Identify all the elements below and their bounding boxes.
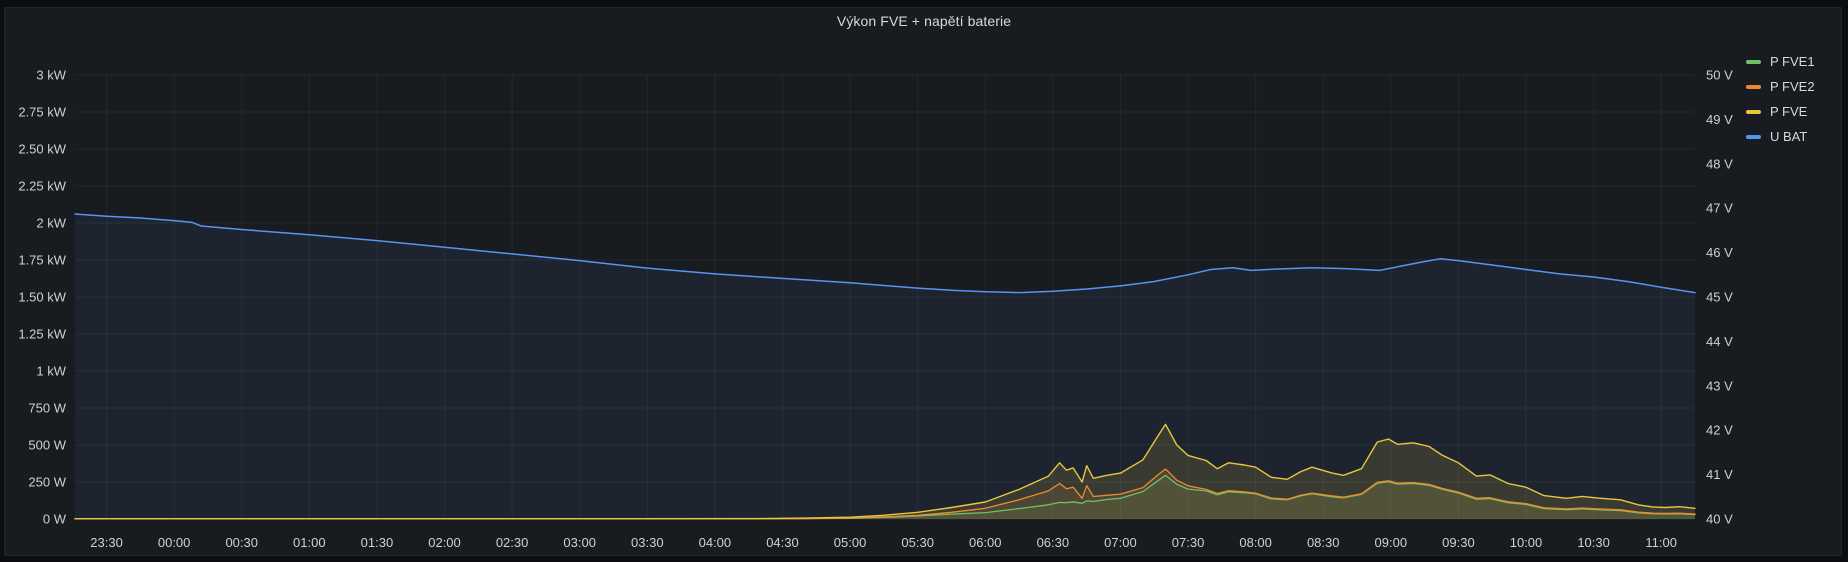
right-axis-tick-label: 50 V: [1706, 68, 1733, 83]
right-axis-tick-label: 42 V: [1706, 423, 1733, 438]
left-axis-tick-label: 1.50 kW: [18, 290, 66, 305]
legend-label: P FVE: [1770, 104, 1808, 119]
legend-swatch-icon: [1746, 134, 1761, 139]
x-axis-tick-label: 02:00: [428, 535, 461, 550]
legend-item-p-fve[interactable]: P FVE: [1746, 99, 1815, 124]
series-line-u-bat: [74, 213, 1696, 294]
left-axis-tick-label: 0 W: [43, 512, 67, 527]
legend-swatch-icon: [1746, 59, 1761, 64]
x-axis-tick-label: 08:00: [1239, 535, 1272, 550]
x-axis-tick-label: 06:00: [969, 535, 1002, 550]
legend-label: P FVE1: [1770, 54, 1815, 69]
left-axis-tick-label: 2.25 kW: [18, 179, 66, 194]
x-axis-tick-label: 09:00: [1375, 535, 1408, 550]
series-line-p-fve2: [74, 468, 1696, 520]
x-axis-tick-label: 07:30: [1172, 535, 1205, 550]
x-axis-tick-label: 03:00: [563, 535, 596, 550]
legend-label: U BAT: [1770, 129, 1808, 144]
x-axis-tick-label: 01:30: [361, 535, 394, 550]
right-axis-tick-label: 45 V: [1706, 290, 1733, 305]
x-axis-tick-label: 05:00: [834, 535, 867, 550]
x-axis-tick-label: 03:30: [631, 535, 664, 550]
x-axis-tick-label: 00:30: [225, 535, 258, 550]
x-axis-tick-label: 00:00: [158, 535, 191, 550]
x-axis-tick-label: 09:30: [1442, 535, 1475, 550]
series-fill-p-fve1: [75, 475, 1695, 519]
x-axis-tick-label: 06:30: [1037, 535, 1070, 550]
left-axis-tick-label: 750 W: [28, 401, 66, 416]
panel: [4, 7, 1842, 556]
x-axis-tick-label: 23:30: [90, 535, 123, 550]
series-line-p-fve1: [74, 474, 1696, 520]
x-axis-tick-label: 04:00: [699, 535, 732, 550]
x-axis-tick-label: 11:00: [1645, 535, 1677, 550]
left-axis-tick-label: 1.25 kW: [18, 327, 66, 342]
legend-swatch-icon: [1746, 109, 1761, 114]
right-axis-tick-label: 44 V: [1706, 334, 1733, 349]
x-axis-tick-label: 01:00: [293, 535, 326, 550]
left-axis-tick-label: 1 kW: [36, 364, 66, 379]
right-axis-tick-label: 49 V: [1706, 112, 1733, 127]
x-axis-tick-label: 05:30: [901, 535, 934, 550]
right-axis-tick-label: 46 V: [1706, 245, 1733, 260]
series-line-p-fve: [74, 423, 1696, 520]
x-axis-tick-label: 07:00: [1104, 535, 1137, 550]
left-axis-tick-label: 2.75 kW: [18, 105, 66, 120]
left-axis-tick-label: 250 W: [28, 475, 66, 490]
panel-title[interactable]: Výkon FVE + napětí baterie: [836, 13, 1012, 29]
series-fill-p-fve2: [75, 469, 1695, 519]
series-fill-p-fve: [75, 424, 1695, 519]
left-axis-tick-label: 2 kW: [36, 216, 66, 231]
legend-item-p-fve1[interactable]: P FVE1: [1746, 49, 1815, 74]
left-axis-tick-label: 2.50 kW: [18, 142, 66, 157]
right-axis-tick-label: 40 V: [1706, 512, 1733, 527]
legend-swatch-icon: [1746, 84, 1761, 89]
legend-item-p-fve2[interactable]: P FVE2: [1746, 74, 1815, 99]
x-axis-tick-label: 04:30: [766, 535, 799, 550]
right-axis-tick-label: 48 V: [1706, 156, 1733, 171]
right-axis-tick-label: 41 V: [1706, 467, 1733, 482]
x-axis-tick-label: 02:30: [496, 535, 529, 550]
legend: P FVE1 P FVE2 P FVE U BAT: [1746, 49, 1815, 149]
right-axis-tick-label: 47 V: [1706, 201, 1733, 216]
right-axis-tick-label: 43 V: [1706, 378, 1733, 393]
left-axis-tick-label: 1.75 kW: [18, 253, 66, 268]
x-axis-tick-label: 10:30: [1577, 535, 1610, 550]
legend-label: P FVE2: [1770, 79, 1815, 94]
x-axis-tick-label: 08:30: [1307, 535, 1340, 550]
legend-item-u-bat[interactable]: U BAT: [1746, 124, 1815, 149]
left-axis-tick-label: 500 W: [28, 438, 66, 453]
x-axis-tick-label: 10:00: [1510, 535, 1543, 550]
series-fill-u-bat: [75, 214, 1695, 519]
left-axis-tick-label: 3 kW: [36, 68, 66, 83]
